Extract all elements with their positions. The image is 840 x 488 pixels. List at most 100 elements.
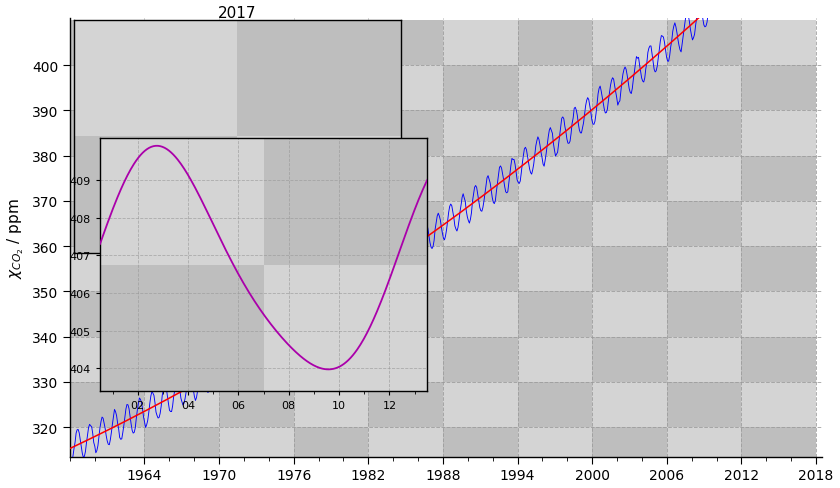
Bar <box>742 66 816 111</box>
Bar <box>70 427 144 472</box>
Bar <box>294 202 368 247</box>
Bar <box>517 337 592 382</box>
Bar <box>742 292 816 337</box>
Bar <box>219 247 294 292</box>
Bar <box>517 202 592 247</box>
Bar <box>443 247 517 292</box>
Bar <box>517 66 592 111</box>
Bar <box>592 202 667 247</box>
Bar <box>592 21 667 66</box>
Bar <box>368 156 443 202</box>
Bar <box>294 156 368 202</box>
Bar <box>742 382 816 427</box>
Bar <box>443 21 517 66</box>
Bar <box>368 337 443 382</box>
Bar <box>742 427 816 472</box>
Bar <box>219 21 294 66</box>
Bar <box>144 382 219 427</box>
Bar <box>667 247 742 292</box>
Bar <box>144 66 219 111</box>
Bar <box>219 66 294 111</box>
Bar <box>294 382 368 427</box>
Bar <box>517 156 592 202</box>
Bar <box>144 427 219 472</box>
Bar <box>219 382 294 427</box>
Bar <box>667 21 742 66</box>
Bar <box>294 21 368 66</box>
Bar <box>592 156 667 202</box>
Bar <box>667 111 742 156</box>
Bar <box>667 337 742 382</box>
Bar <box>294 292 368 337</box>
Bar <box>70 202 144 247</box>
Bar <box>294 66 368 111</box>
Bar <box>368 66 443 111</box>
Bar <box>443 337 517 382</box>
Bar <box>294 337 368 382</box>
Bar <box>70 247 144 292</box>
Bar <box>592 292 667 337</box>
Bar <box>368 292 443 337</box>
Bar <box>70 21 144 66</box>
Bar <box>443 156 517 202</box>
Bar <box>443 66 517 111</box>
Bar <box>70 382 144 427</box>
Bar <box>667 156 742 202</box>
Bar <box>592 337 667 382</box>
Bar <box>368 111 443 156</box>
Bar <box>517 292 592 337</box>
Bar <box>144 337 219 382</box>
Bar <box>742 156 816 202</box>
Bar <box>219 202 294 247</box>
Bar <box>667 427 742 472</box>
Bar <box>592 66 667 111</box>
Bar <box>294 111 368 156</box>
Bar <box>517 382 592 427</box>
Bar <box>742 202 816 247</box>
Bar <box>294 247 368 292</box>
Bar <box>144 247 219 292</box>
Bar <box>368 382 443 427</box>
Bar <box>144 292 219 337</box>
Bar <box>144 202 219 247</box>
Bar <box>70 66 144 111</box>
Bar <box>219 156 294 202</box>
Bar <box>667 66 742 111</box>
Bar <box>592 427 667 472</box>
Bar <box>742 21 816 66</box>
Bar <box>368 21 443 66</box>
Bar <box>219 337 294 382</box>
Bar <box>742 247 816 292</box>
Bar <box>592 382 667 427</box>
Bar <box>667 382 742 427</box>
Bar <box>219 111 294 156</box>
Bar <box>742 111 816 156</box>
Bar <box>742 337 816 382</box>
Bar <box>443 382 517 427</box>
Bar <box>144 156 219 202</box>
Bar <box>443 202 517 247</box>
Bar <box>667 292 742 337</box>
Bar <box>517 247 592 292</box>
Bar <box>294 427 368 472</box>
Bar <box>144 111 219 156</box>
Bar <box>443 111 517 156</box>
Bar <box>443 292 517 337</box>
Bar <box>368 202 443 247</box>
Bar <box>517 21 592 66</box>
Bar <box>443 427 517 472</box>
Y-axis label: $\chi_{CO_2}$ / ppm: $\chi_{CO_2}$ / ppm <box>6 197 26 278</box>
Bar <box>592 247 667 292</box>
Bar <box>70 111 144 156</box>
Bar <box>667 202 742 247</box>
Bar <box>219 427 294 472</box>
Bar <box>70 292 144 337</box>
Bar <box>592 111 667 156</box>
Bar <box>517 111 592 156</box>
Bar <box>70 156 144 202</box>
Bar <box>70 337 144 382</box>
Bar <box>517 427 592 472</box>
Bar <box>368 247 443 292</box>
Bar <box>219 292 294 337</box>
Bar <box>368 427 443 472</box>
